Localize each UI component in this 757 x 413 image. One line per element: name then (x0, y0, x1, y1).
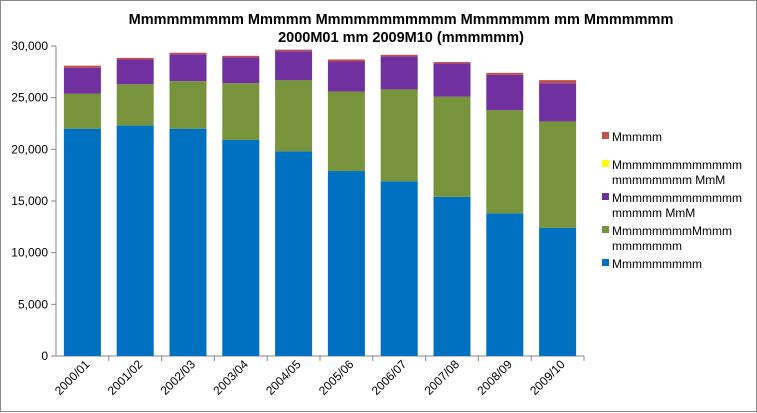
x-tick-label: 2003/04 (210, 357, 251, 398)
legend-swatch (602, 193, 609, 200)
legend-label: Mmmmmmmmmmmmm (612, 191, 742, 205)
bar-segment-1 (327, 91, 365, 172)
bar-segment-1 (486, 110, 524, 214)
bar-segment-0 (63, 128, 101, 356)
y-tick-label: 25,000 (11, 91, 48, 105)
bar-segment-1 (116, 84, 154, 126)
bar-segment-4 (275, 49, 313, 52)
bar-segment-2 (486, 74, 524, 111)
y-tick-label: 5,000 (18, 297, 48, 311)
legend-label: Mmmmmmmmm (612, 257, 702, 271)
y-tick-label: 10,000 (11, 246, 48, 260)
x-tick-label: 2001/02 (105, 357, 146, 398)
bar-segment-0 (433, 196, 471, 356)
legend-swatch (602, 259, 609, 266)
legend-label: mmmmm MmM (612, 206, 695, 220)
bar-segment-2 (327, 61, 365, 92)
bar-segment-4 (222, 55, 260, 58)
bar-segment-4 (486, 72, 524, 75)
legend-label: Mmmmm (612, 130, 662, 144)
bar-segment-2 (169, 54, 207, 82)
bar-segment-0 (539, 227, 577, 356)
y-tick-label: 15,000 (11, 194, 48, 208)
y-tick-label: 30,000 (11, 39, 48, 53)
bar-segment-0 (169, 128, 207, 356)
legend-swatch (602, 160, 609, 167)
x-tick-label: 2006/07 (369, 357, 410, 398)
bar-segment-4 (169, 52, 207, 55)
bar-segment-1 (539, 121, 577, 228)
bar-segment-1 (433, 96, 471, 197)
bar-segment-0 (116, 125, 154, 356)
bar-segment-0 (380, 181, 418, 356)
bar-segment-2 (380, 56, 418, 90)
bar-segment-1 (380, 89, 418, 182)
x-tick-label: 2007/08 (422, 357, 463, 398)
chart-title: Mmmmmmmmm Mmmmm Mmmmmmmmmmm Mmmmmmm mm M… (1, 11, 757, 47)
bar-segment-4 (116, 57, 154, 60)
bar-segment-4 (433, 62, 471, 64)
y-tick-label: 0 (41, 349, 48, 363)
bar-segment-4 (539, 80, 577, 84)
x-tick-label: 2002/03 (158, 357, 199, 398)
legend-label: Mmmmmmmmmmmmm (612, 158, 742, 172)
bar-segment-1 (222, 83, 260, 141)
bar-segment-0 (327, 171, 365, 356)
bar-segment-1 (63, 93, 101, 129)
bar-segment-2 (222, 57, 260, 84)
bar-segment-4 (380, 54, 418, 57)
x-tick-label: 2009/10 (527, 357, 568, 398)
x-tick-label: 2000/01 (52, 357, 93, 398)
bar-segment-2 (275, 51, 313, 81)
bar-segment-2 (433, 63, 471, 97)
legend-swatch (602, 132, 609, 139)
bar-segment-4 (63, 65, 101, 68)
x-tick-label: 2008/09 (474, 357, 515, 398)
bar-segment-0 (222, 140, 260, 356)
bar-segment-0 (486, 213, 524, 356)
legend-swatch (602, 226, 609, 233)
bar-segment-4 (327, 59, 365, 62)
chart-title-line-1: Mmmmmmmmm Mmmmm Mmmmmmmmmmm Mmmmmmm mm M… (128, 12, 674, 28)
legend-label: mmmmmmmm MmM (612, 173, 725, 187)
y-tick-label: 20,000 (11, 142, 48, 156)
x-tick-label: 2004/05 (263, 357, 304, 398)
bar-segment-2 (116, 59, 154, 85)
bar-segment-2 (539, 83, 577, 122)
bar-segment-1 (275, 80, 313, 152)
bar-segment-2 (63, 67, 101, 94)
legend-label: mmmmmmm (612, 239, 682, 253)
bar-segment-1 (169, 81, 207, 129)
bar-segment-0 (275, 151, 313, 356)
chart-title-line-2: 2000M01 mm 2009M10 (mmmmmm) (278, 30, 524, 46)
x-tick-label: 2005/06 (316, 357, 357, 398)
legend-label: MmmmmmmmMmmm (612, 224, 732, 238)
